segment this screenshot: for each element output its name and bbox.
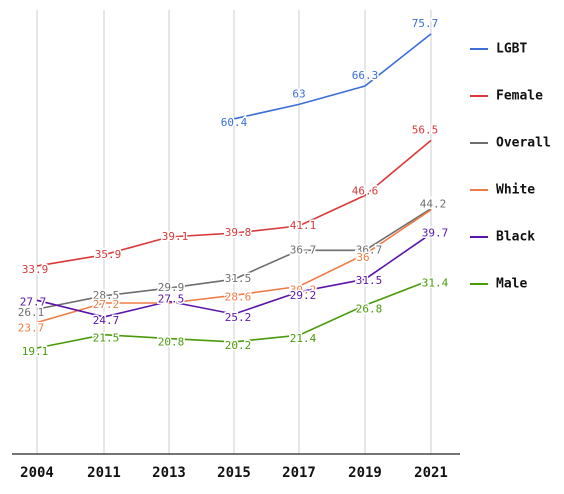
series-line-male: [36, 278, 432, 349]
data-label-black-2015: 25.2: [225, 311, 252, 324]
data-label-black-2021: 39.7: [422, 227, 449, 240]
data-label-white-2019: 36: [356, 251, 369, 264]
data-label-female-2015: 39.8: [225, 226, 252, 239]
x-tick-label-2011: 2011: [87, 465, 121, 481]
data-label-black-2013: 27.5: [158, 292, 185, 305]
data-label-male-2004: 19.1: [22, 345, 49, 358]
data-label-black-2004: 27.7: [20, 295, 47, 308]
data-label-male-2019: 26.8: [356, 302, 383, 315]
data-label-lgbt-2017: 63: [292, 87, 305, 100]
data-label-overall-2019: 36.7: [356, 243, 383, 256]
data-labels: 60.4 63 66.3 75.7 33.9 35.9 39.1 39.8 41.1 46.6 56…: [16, 15, 450, 359]
x-tick-label-2019: 2019: [348, 465, 382, 481]
x-tick-label-2015: 2015: [217, 465, 251, 481]
data-label-black-2019: 31.5: [356, 274, 383, 287]
legend-label-black: Black: [496, 230, 535, 245]
data-label-male-2015: 20.2: [225, 339, 252, 352]
data-label-male-2013: 20.8: [158, 336, 185, 349]
legend-label-lgbt: LGBT: [496, 42, 527, 57]
data-label-lgbt-2015: 60.4: [221, 116, 248, 129]
data-label-white-2011: 27.2: [93, 298, 120, 311]
data-label-white-2017: 30.2: [290, 283, 317, 296]
x-tick-labels: 2004 2011 2013 2015 2017 2019 2021: [20, 465, 448, 481]
data-label-male-2011: 21.5: [93, 332, 120, 345]
data-label-lgbt-2021: 75.7: [412, 17, 439, 30]
series-line-black: [36, 233, 432, 318]
data-label-overall-2021: 44.2: [420, 198, 447, 211]
x-tick-label-2013: 2013: [152, 465, 186, 481]
data-label-female-2011: 35.9: [95, 248, 122, 261]
data-label-black-2011: 24.7: [93, 314, 120, 327]
legend-label-male: Male: [496, 277, 527, 292]
data-label-female-2019: 46.6: [352, 184, 379, 197]
gridlines: [36, 10, 432, 454]
series-lines: [36, 33, 432, 349]
data-label-white-2004: 23.7: [18, 321, 45, 334]
data-label-overall-2015: 31.5: [225, 272, 252, 285]
data-label-female-2004: 33.9: [22, 263, 49, 276]
x-tick-label-2017: 2017: [282, 465, 316, 481]
x-tick-label-2004: 2004: [20, 465, 54, 481]
data-label-overall-2004: 26.1: [18, 306, 45, 319]
data-label-lgbt-2019: 66.3: [352, 69, 379, 82]
data-label-female-2021: 56.5: [412, 123, 439, 136]
data-label-overall-2013: 29.9: [158, 281, 185, 294]
series-line-white: [36, 209, 432, 324]
data-label-female-2017: 41.1: [290, 219, 317, 232]
legend-label-white: White: [496, 183, 535, 198]
legend-label-female: Female: [496, 89, 543, 104]
legend: LGBT Female Overall White Black Male: [470, 42, 551, 292]
legend-label-overall: Overall: [496, 136, 551, 151]
data-label-black-2017: 29.2: [290, 289, 317, 302]
data-label-male-2017: 21.4: [290, 332, 317, 345]
series-line-female: [36, 139, 432, 267]
data-label-white-2015: 28.6: [225, 290, 252, 303]
data-label-female-2013: 39.1: [162, 230, 189, 243]
x-tick-label-2021: 2021: [414, 465, 448, 481]
series-line-overall: [36, 208, 432, 310]
data-label-male-2021: 31.4: [422, 277, 449, 290]
data-label-overall-2011: 28.5: [93, 289, 120, 302]
series-line-lgbt: [233, 33, 432, 120]
data-label-overall-2017: 36.7: [290, 243, 317, 256]
